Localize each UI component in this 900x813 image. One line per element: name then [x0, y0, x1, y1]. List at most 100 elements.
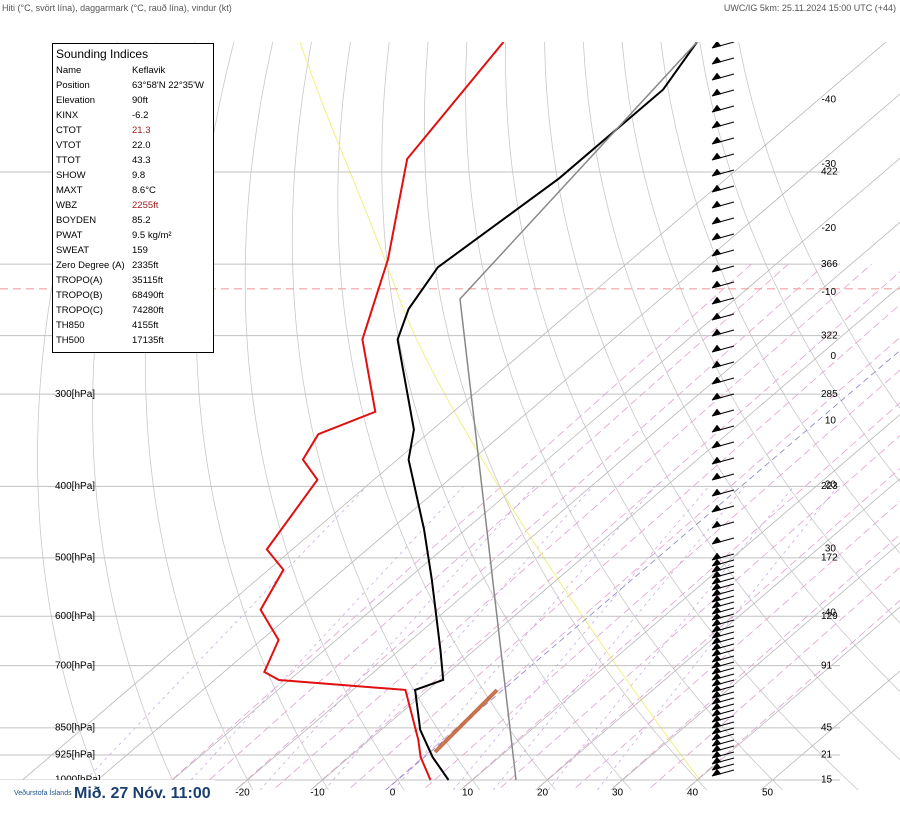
index-row: TROPO(B)68490ft [56, 288, 210, 303]
index-value: 21.3 [132, 125, 151, 136]
dry-adiabat [338, 42, 560, 796]
x-tick-label: 10 [462, 788, 474, 799]
isotherm [512, 0, 900, 808]
wind-barb-flag [712, 313, 721, 320]
wind-barb-flag [712, 89, 721, 96]
dry-adiabat [466, 42, 789, 796]
isotherm [287, 0, 900, 808]
mixing-ratio [255, 486, 534, 795]
wind-barb-flag [712, 329, 721, 336]
y-tick-label: 600[hPa] [55, 611, 95, 622]
isotherm [137, 0, 900, 808]
x-tick-label: -10 [310, 788, 325, 799]
wind-barb-flag [712, 201, 721, 208]
plot [261, 41, 734, 780]
parcel-segment [435, 690, 497, 752]
index-value: 35115ft [132, 275, 163, 286]
wind-barb-flag [712, 121, 721, 128]
header-right: UWC/IG 5km: 25.11.2024 15:00 UTC (+44) [724, 3, 896, 13]
x-tick-label: 0 [390, 788, 396, 799]
logo: Veðurstofa Íslands [0, 790, 74, 798]
index-value: 43.3 [132, 155, 151, 166]
index-name: TH850 [56, 320, 132, 331]
x-tick-label: 20 [537, 788, 549, 799]
wind-barb-flag [712, 217, 721, 224]
index-name: KINX [56, 110, 132, 121]
index-name: TROPO(A) [56, 275, 132, 286]
isotherm-label: 10 [825, 415, 837, 426]
index-row: Zero Degree (A)2335ft [56, 258, 210, 273]
height-label: 15 [821, 775, 833, 786]
index-value: 2335ft [132, 260, 158, 271]
wind-barb-flag [712, 281, 721, 288]
index-value: 159 [132, 245, 148, 256]
wind-barb-flag [712, 169, 721, 176]
index-name: BOYDEN [56, 215, 132, 226]
index-value: 74280ft [132, 305, 164, 316]
index-value: 63°58'N 22°35'W [132, 80, 204, 91]
wind-barb-flag [712, 409, 721, 416]
x-tick-label: 30 [612, 788, 624, 799]
isotherm-label: -10 [822, 287, 837, 298]
profile-line [398, 42, 697, 780]
mixing-ratio [320, 486, 593, 795]
moist-adiabat [642, 264, 900, 795]
height-label: 366 [821, 259, 838, 270]
index-name: Position [56, 80, 132, 91]
wind-barb-flag [712, 441, 721, 448]
index-value: 8.6°C [132, 185, 156, 196]
index-value: -6.2 [132, 110, 148, 121]
reference-curve [300, 42, 700, 780]
index-value: 85.2 [132, 215, 151, 226]
wind-barb-flag [712, 41, 721, 48]
mixing-ratio [71, 486, 367, 795]
index-name: Zero Degree (A) [56, 260, 132, 271]
wind-barb-flag [712, 537, 721, 544]
footer: Veðurstofa Íslands Mið. 27 Nóv. 11:00 [0, 780, 215, 808]
index-name: WBZ [56, 200, 132, 211]
wind-barb-flag [712, 425, 721, 432]
height-label: 223 [821, 481, 838, 492]
wind-barb-flag [712, 377, 721, 384]
wind-barb-flag [712, 521, 721, 528]
wind-barb-flag [712, 73, 721, 80]
x-tick-label: 40 [687, 788, 699, 799]
index-name: VTOT [56, 140, 132, 151]
isotherm-label: -20 [822, 223, 837, 234]
wind-barb-flag [712, 57, 721, 64]
index-name: Elevation [56, 95, 132, 106]
height-label: 21 [821, 750, 833, 761]
isotherm [587, 0, 900, 808]
dry-adiabat [382, 42, 636, 796]
index-row: KINX-6.2 [56, 108, 210, 123]
wind-barb-flag [712, 345, 721, 352]
index-name: TROPO(C) [56, 305, 132, 316]
dry-adiabat [583, 42, 900, 796]
dry-adiabat [545, 42, 900, 796]
moist-adiabat [304, 264, 900, 795]
height-label: 91 [821, 660, 833, 671]
wind-barb-flag [712, 457, 721, 464]
height-label: 422 [821, 167, 838, 178]
index-value: 9.8 [132, 170, 145, 181]
height-label: 45 [821, 723, 833, 734]
index-value: 68490ft [132, 290, 164, 301]
index-name: TTOT [56, 155, 132, 166]
wind-barb-flag [712, 489, 721, 496]
moist-adiabat [342, 264, 900, 795]
index-name: TROPO(B) [56, 290, 132, 301]
isotherm [737, 0, 900, 808]
